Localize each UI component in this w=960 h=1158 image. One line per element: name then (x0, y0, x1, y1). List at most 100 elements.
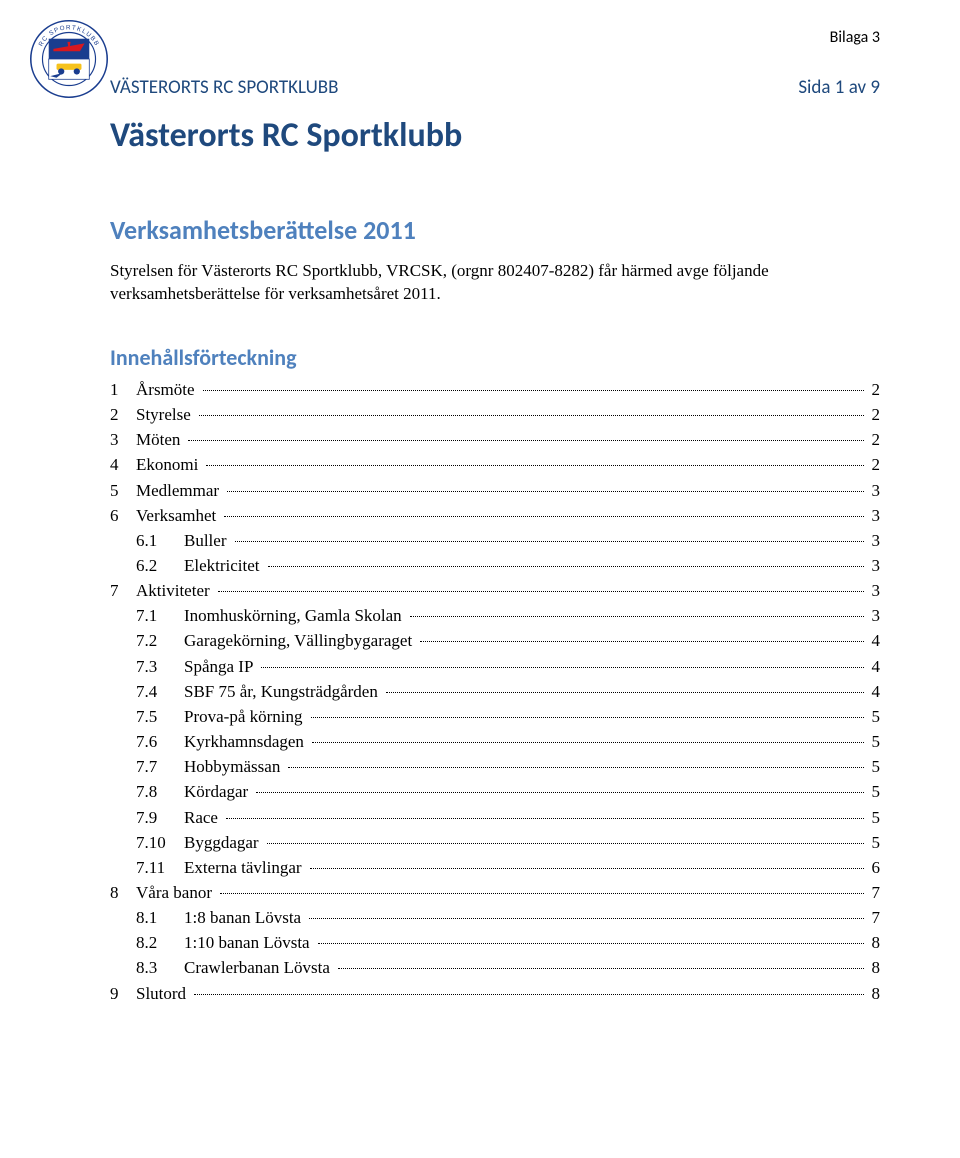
toc-entry-label: Möten (136, 427, 184, 452)
toc-leader (218, 591, 864, 592)
toc-entry-number: 6.2 (136, 553, 184, 578)
toc-entry-page: 2 (868, 427, 881, 452)
toc-entry-number: 7.4 (136, 679, 184, 704)
toc-entry-page: 5 (868, 805, 881, 830)
toc-entry-label: Kördagar (184, 779, 252, 804)
toc-entry[interactable]: 4Ekonomi2 (110, 452, 880, 477)
toc-entry[interactable]: 3Möten2 (110, 427, 880, 452)
toc-entry-number: 6 (110, 503, 136, 528)
toc-entry[interactable]: 7.11Externa tävlingar6 (110, 855, 880, 880)
toc-leader (312, 742, 864, 743)
toc-entry-page: 4 (868, 654, 881, 679)
toc-entry-label: Elektricitet (184, 553, 264, 578)
toc-entry-label: SBF 75 år, Kungsträdgården (184, 679, 382, 704)
toc-entry-number: 2 (110, 402, 136, 427)
toc-entry[interactable]: 7Aktiviteter3 (110, 578, 880, 603)
toc-leader (386, 692, 864, 693)
toc-entry-number: 7.3 (136, 654, 184, 679)
toc-entry[interactable]: 7.9Race 5 (110, 805, 880, 830)
toc-entry-label: Prova-på körning (184, 704, 307, 729)
toc-leader (268, 566, 864, 567)
toc-entry-label: 1:8 banan Lövsta (184, 905, 305, 930)
toc-entry-number: 7.9 (136, 805, 184, 830)
page-title: Västerorts RC Sportklubb (110, 115, 880, 156)
toc-leader (188, 440, 863, 441)
toc-entry-page: 2 (868, 402, 881, 427)
toc-entry-number: 8.1 (136, 905, 184, 930)
org-name: VÄSTERORTS RC SPORTKLUBB (110, 76, 338, 99)
toc-entry[interactable]: 7.4SBF 75 år, Kungsträdgården 4 (110, 679, 880, 704)
toc-entry-label: Våra banor (136, 880, 216, 905)
toc-entry-label: Medlemmar (136, 478, 223, 503)
toc-entry[interactable]: 7.3Spånga IP4 (110, 654, 880, 679)
toc-entry-number: 7.2 (136, 628, 184, 653)
toc-entry[interactable]: 9Slutord8 (110, 981, 880, 1006)
toc-entry[interactable]: 7.5Prova-på körning 5 (110, 704, 880, 729)
toc-leader (227, 491, 863, 492)
toc-entry-number: 7.10 (136, 830, 184, 855)
toc-entry[interactable]: 8.21:10 banan Lövsta8 (110, 930, 880, 955)
toc-leader (194, 994, 863, 995)
attachment-label: Bilaga 3 (830, 28, 880, 47)
toc-entry[interactable]: 1Årsmöte2 (110, 377, 880, 402)
toc-entry[interactable]: 5Medlemmar3 (110, 478, 880, 503)
intro-paragraph: Styrelsen för Västerorts RC Sportklubb, … (110, 260, 880, 306)
toc-entry-page: 5 (868, 754, 881, 779)
toc-entry[interactable]: 8.11:8 banan Lövsta7 (110, 905, 880, 930)
toc-entry[interactable]: 6.1Buller3 (110, 528, 880, 553)
toc-entry-label: 1:10 banan Lövsta (184, 930, 314, 955)
toc-entry-number: 4 (110, 452, 136, 477)
toc-entry[interactable]: 7.2Garagekörning, Vällingbygaraget4 (110, 628, 880, 653)
toc-entry-page: 4 (868, 679, 881, 704)
page-indicator: Sida 1 av 9 (798, 76, 880, 99)
toc-entry[interactable]: 7.7Hobbymässan5 (110, 754, 880, 779)
report-title: Verksamhetsberättelse 2011 (110, 214, 880, 246)
toc-entry-label: Race (184, 805, 222, 830)
toc-entry-page: 4 (868, 628, 881, 653)
toc-entry[interactable]: 7.8Kördagar 5 (110, 779, 880, 804)
toc-entry[interactable]: 7.6Kyrkhamnsdagen5 (110, 729, 880, 754)
toc-leader (220, 893, 864, 894)
toc-leader (235, 541, 864, 542)
toc-entry-number: 7.8 (136, 779, 184, 804)
toc-leader (267, 843, 864, 844)
toc-entry[interactable]: 6Verksamhet 3 (110, 503, 880, 528)
toc-entry-number: 8.3 (136, 955, 184, 980)
toc-entry-page: 5 (868, 779, 881, 804)
toc-entry-number: 7.6 (136, 729, 184, 754)
toc-entry-page: 3 (868, 553, 881, 578)
toc-entry-number: 7.1 (136, 603, 184, 628)
toc-leader (224, 516, 863, 517)
toc-entry-label: Verksamhet (136, 503, 220, 528)
toc-entry-page: 3 (868, 578, 881, 603)
toc-entry-number: 5 (110, 478, 136, 503)
toc-entry-page: 7 (868, 880, 881, 905)
toc-entry-number: 6.1 (136, 528, 184, 553)
toc-heading: Innehållsförteckning (110, 344, 880, 371)
toc-entry-page: 8 (868, 981, 881, 1006)
toc-entry-label: Aktiviteter (136, 578, 214, 603)
toc-entry-label: Ekonomi (136, 452, 202, 477)
toc-entry-page: 3 (868, 603, 881, 628)
toc-leader (288, 767, 863, 768)
toc-entry-page: 5 (868, 704, 881, 729)
toc-entry-label: Årsmöte (136, 377, 199, 402)
table-of-contents: 1Årsmöte22Styrelse23Möten24Ekonomi25Medl… (110, 377, 880, 1006)
toc-entry[interactable]: 7.1Inomhuskörning, Gamla Skolan3 (110, 603, 880, 628)
toc-entry-page: 6 (868, 855, 881, 880)
toc-leader (318, 943, 864, 944)
toc-leader (309, 918, 863, 919)
toc-entry-label: Kyrkhamnsdagen (184, 729, 308, 754)
toc-leader (310, 868, 864, 869)
toc-leader (420, 641, 863, 642)
toc-entry-number: 8.2 (136, 930, 184, 955)
toc-leader (206, 465, 863, 466)
toc-leader (226, 818, 864, 819)
toc-entry[interactable]: 6.2Elektricitet 3 (110, 553, 880, 578)
toc-entry[interactable]: 8Våra banor7 (110, 880, 880, 905)
toc-entry-number: 7.5 (136, 704, 184, 729)
toc-entry[interactable]: 7.10Byggdagar5 (110, 830, 880, 855)
toc-entry[interactable]: 8.3Crawlerbanan Lövsta8 (110, 955, 880, 980)
toc-entry[interactable]: 2Styrelse2 (110, 402, 880, 427)
toc-entry-page: 3 (868, 503, 881, 528)
